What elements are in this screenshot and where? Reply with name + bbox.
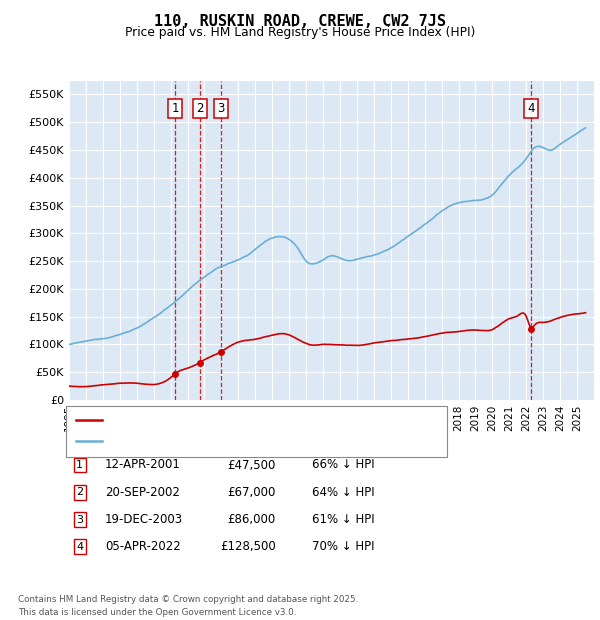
Text: 3: 3	[76, 515, 83, 525]
Text: HPI: Average price, detached house, Cheshire East: HPI: Average price, detached house, Ches…	[107, 436, 371, 446]
Text: 66% ↓ HPI: 66% ↓ HPI	[312, 459, 374, 471]
Text: £86,000: £86,000	[228, 513, 276, 526]
Text: 05-APR-2022: 05-APR-2022	[105, 541, 181, 553]
Text: 20-SEP-2002: 20-SEP-2002	[105, 486, 180, 498]
Text: 110, RUSKIN ROAD, CREWE, CW2 7JS: 110, RUSKIN ROAD, CREWE, CW2 7JS	[154, 14, 446, 29]
Text: 2: 2	[76, 487, 83, 497]
Text: 12-APR-2001: 12-APR-2001	[105, 459, 181, 471]
Text: 110, RUSKIN ROAD, CREWE, CW2 7JS (detached house): 110, RUSKIN ROAD, CREWE, CW2 7JS (detach…	[107, 415, 395, 425]
Text: 70% ↓ HPI: 70% ↓ HPI	[312, 541, 374, 553]
Text: 19-DEC-2003: 19-DEC-2003	[105, 513, 183, 526]
Text: 61% ↓ HPI: 61% ↓ HPI	[312, 513, 374, 526]
Text: £128,500: £128,500	[220, 541, 276, 553]
Text: 1: 1	[76, 460, 83, 470]
Text: 1: 1	[172, 102, 179, 115]
Text: Contains HM Land Registry data © Crown copyright and database right 2025.
This d: Contains HM Land Registry data © Crown c…	[18, 595, 358, 617]
Text: 2: 2	[196, 102, 203, 115]
Text: 4: 4	[76, 542, 83, 552]
Text: Price paid vs. HM Land Registry's House Price Index (HPI): Price paid vs. HM Land Registry's House …	[125, 26, 475, 39]
Text: 3: 3	[217, 102, 224, 115]
Text: £47,500: £47,500	[227, 459, 276, 471]
Text: 64% ↓ HPI: 64% ↓ HPI	[312, 486, 374, 498]
Text: 4: 4	[527, 102, 535, 115]
Text: £67,000: £67,000	[227, 486, 276, 498]
